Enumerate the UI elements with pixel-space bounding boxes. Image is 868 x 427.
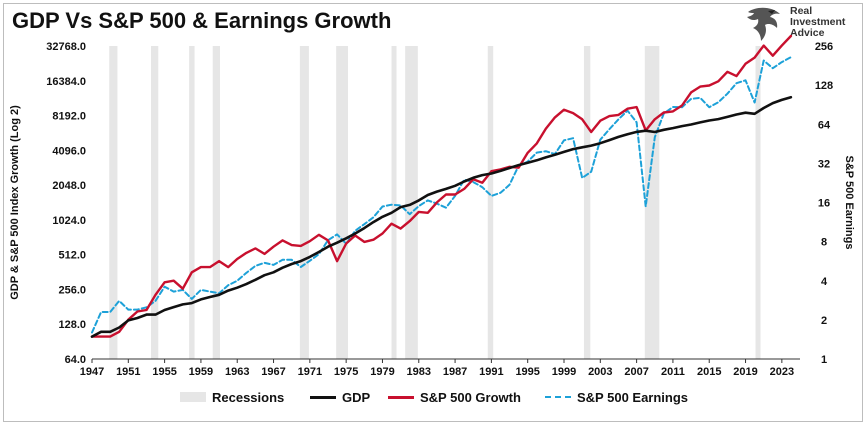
recession-band-1	[151, 46, 159, 359]
y2-axis-title: S&P 500 Earnings	[843, 156, 855, 250]
y2-tick-label-256: 256	[815, 41, 833, 53]
legend-label-gdp: GDP	[342, 389, 371, 405]
y-tick-label-4: 1024.0	[52, 215, 86, 227]
recession-band-3	[212, 46, 220, 359]
y2-tick-label-128: 128	[815, 80, 833, 92]
legend-item-recessions: Recessions	[180, 386, 284, 408]
series-lines	[90, 34, 793, 338]
logo-line-2: Investment	[790, 16, 846, 28]
y-tick-label-0: 64.0	[65, 354, 86, 366]
recession-band-6	[391, 46, 397, 359]
recession-band-9	[583, 46, 591, 359]
x-tick-label-2007: 2007	[624, 366, 648, 378]
x-tick-label-1999: 1999	[552, 366, 576, 378]
y-tick-label-6: 4096.0	[52, 145, 86, 157]
recession-band-2	[189, 46, 195, 359]
legend-item-earnings: S&P 500 Earnings	[545, 386, 688, 408]
y2-tick-label-32: 32	[818, 158, 830, 170]
legend-swatch-sp500	[388, 395, 414, 399]
y2-tick-label-8: 8	[821, 237, 827, 249]
legend-swatch-earnings	[545, 396, 571, 398]
x-tick-label-1955: 1955	[152, 366, 176, 378]
y-tick-label-7: 8192.0	[52, 111, 86, 123]
y-tick-label-8: 16384.0	[46, 76, 86, 88]
x-tick-label-1959: 1959	[189, 366, 213, 378]
legend: Recessions GDP S&P 500 Growth S&P 500 Ea…	[0, 386, 868, 408]
x-tick-label-2011: 2011	[661, 366, 685, 378]
y-tick-label-3: 512.0	[58, 250, 86, 262]
x-tick-label-1967: 1967	[261, 366, 285, 378]
x-tick-label-1987: 1987	[443, 366, 467, 378]
x-tick-label-1963: 1963	[225, 366, 249, 378]
x-tick-label-1983: 1983	[407, 366, 431, 378]
y2-tick-label-1: 1	[821, 354, 827, 366]
x-tick-label-1995: 1995	[515, 366, 539, 378]
y-tick-label-5: 2048.0	[52, 180, 86, 192]
recession-band-0	[109, 46, 118, 359]
x-tick-label-2015: 2015	[697, 366, 721, 378]
logo-line-3: Advice	[790, 27, 825, 39]
logo-line-1: Real	[790, 5, 813, 17]
y2-tick-label-4: 4	[821, 276, 828, 288]
brand-logo: Real Investment Advice	[742, 4, 854, 44]
x-tick-label-1951: 1951	[116, 366, 140, 378]
x-tick-label-1947: 1947	[80, 366, 104, 378]
y2-tick-label-64: 64	[818, 119, 831, 131]
recession-bands	[109, 46, 761, 359]
logo-text: Real Investment Advice	[790, 6, 845, 39]
recession-band-5	[336, 46, 348, 359]
legend-item-gdp: GDP	[310, 386, 370, 408]
x-tick-label-1979: 1979	[370, 366, 394, 378]
y-tick-label-1: 128.0	[58, 319, 86, 331]
recession-band-7	[405, 46, 418, 359]
x-tick-label-2019: 2019	[733, 366, 757, 378]
chart-title: GDP Vs S&P 500 & Earnings Growth	[12, 8, 392, 33]
recession-band-10	[644, 46, 660, 359]
x-tick-label-1991: 1991	[479, 366, 503, 378]
y-tick-label-9: 32768.0	[46, 41, 86, 53]
legend-item-sp500: S&P 500 Growth	[388, 386, 521, 408]
x-tick-label-1975: 1975	[334, 366, 358, 378]
series-line-gdp	[90, 95, 793, 338]
y-tick-label-2: 256.0	[58, 284, 86, 296]
legend-label-recessions: Recessions	[212, 389, 285, 405]
legend-label-sp500: S&P 500 Growth	[420, 389, 521, 405]
axes: 1947 1951 1955 1959 1963 1967 1971 1975 1979 1983…	[46, 41, 833, 378]
y2-tick-label-16: 16	[818, 198, 830, 210]
legend-label-earnings: S&P 500 Earnings	[577, 389, 689, 405]
y-axis-title: GDP & S&P 500 Index Growth (Log 2)	[9, 105, 21, 300]
recession-band-4	[299, 46, 309, 359]
x-tick-label-2003: 2003	[588, 366, 612, 378]
y2-tick-label-2: 2	[821, 315, 827, 327]
legend-swatch-gdp	[310, 395, 336, 399]
eagle-icon	[747, 7, 780, 42]
recession-band-11	[755, 46, 761, 359]
series-line-sp-500-earnings	[91, 56, 792, 334]
chart-frame	[3, 3, 863, 422]
series-line-sp-500-growth	[90, 34, 793, 338]
x-tick-label-2023: 2023	[770, 366, 794, 378]
x-tick-label-1971: 1971	[298, 366, 322, 378]
recession-band-8	[487, 46, 494, 359]
legend-swatch-recessions	[180, 392, 206, 402]
